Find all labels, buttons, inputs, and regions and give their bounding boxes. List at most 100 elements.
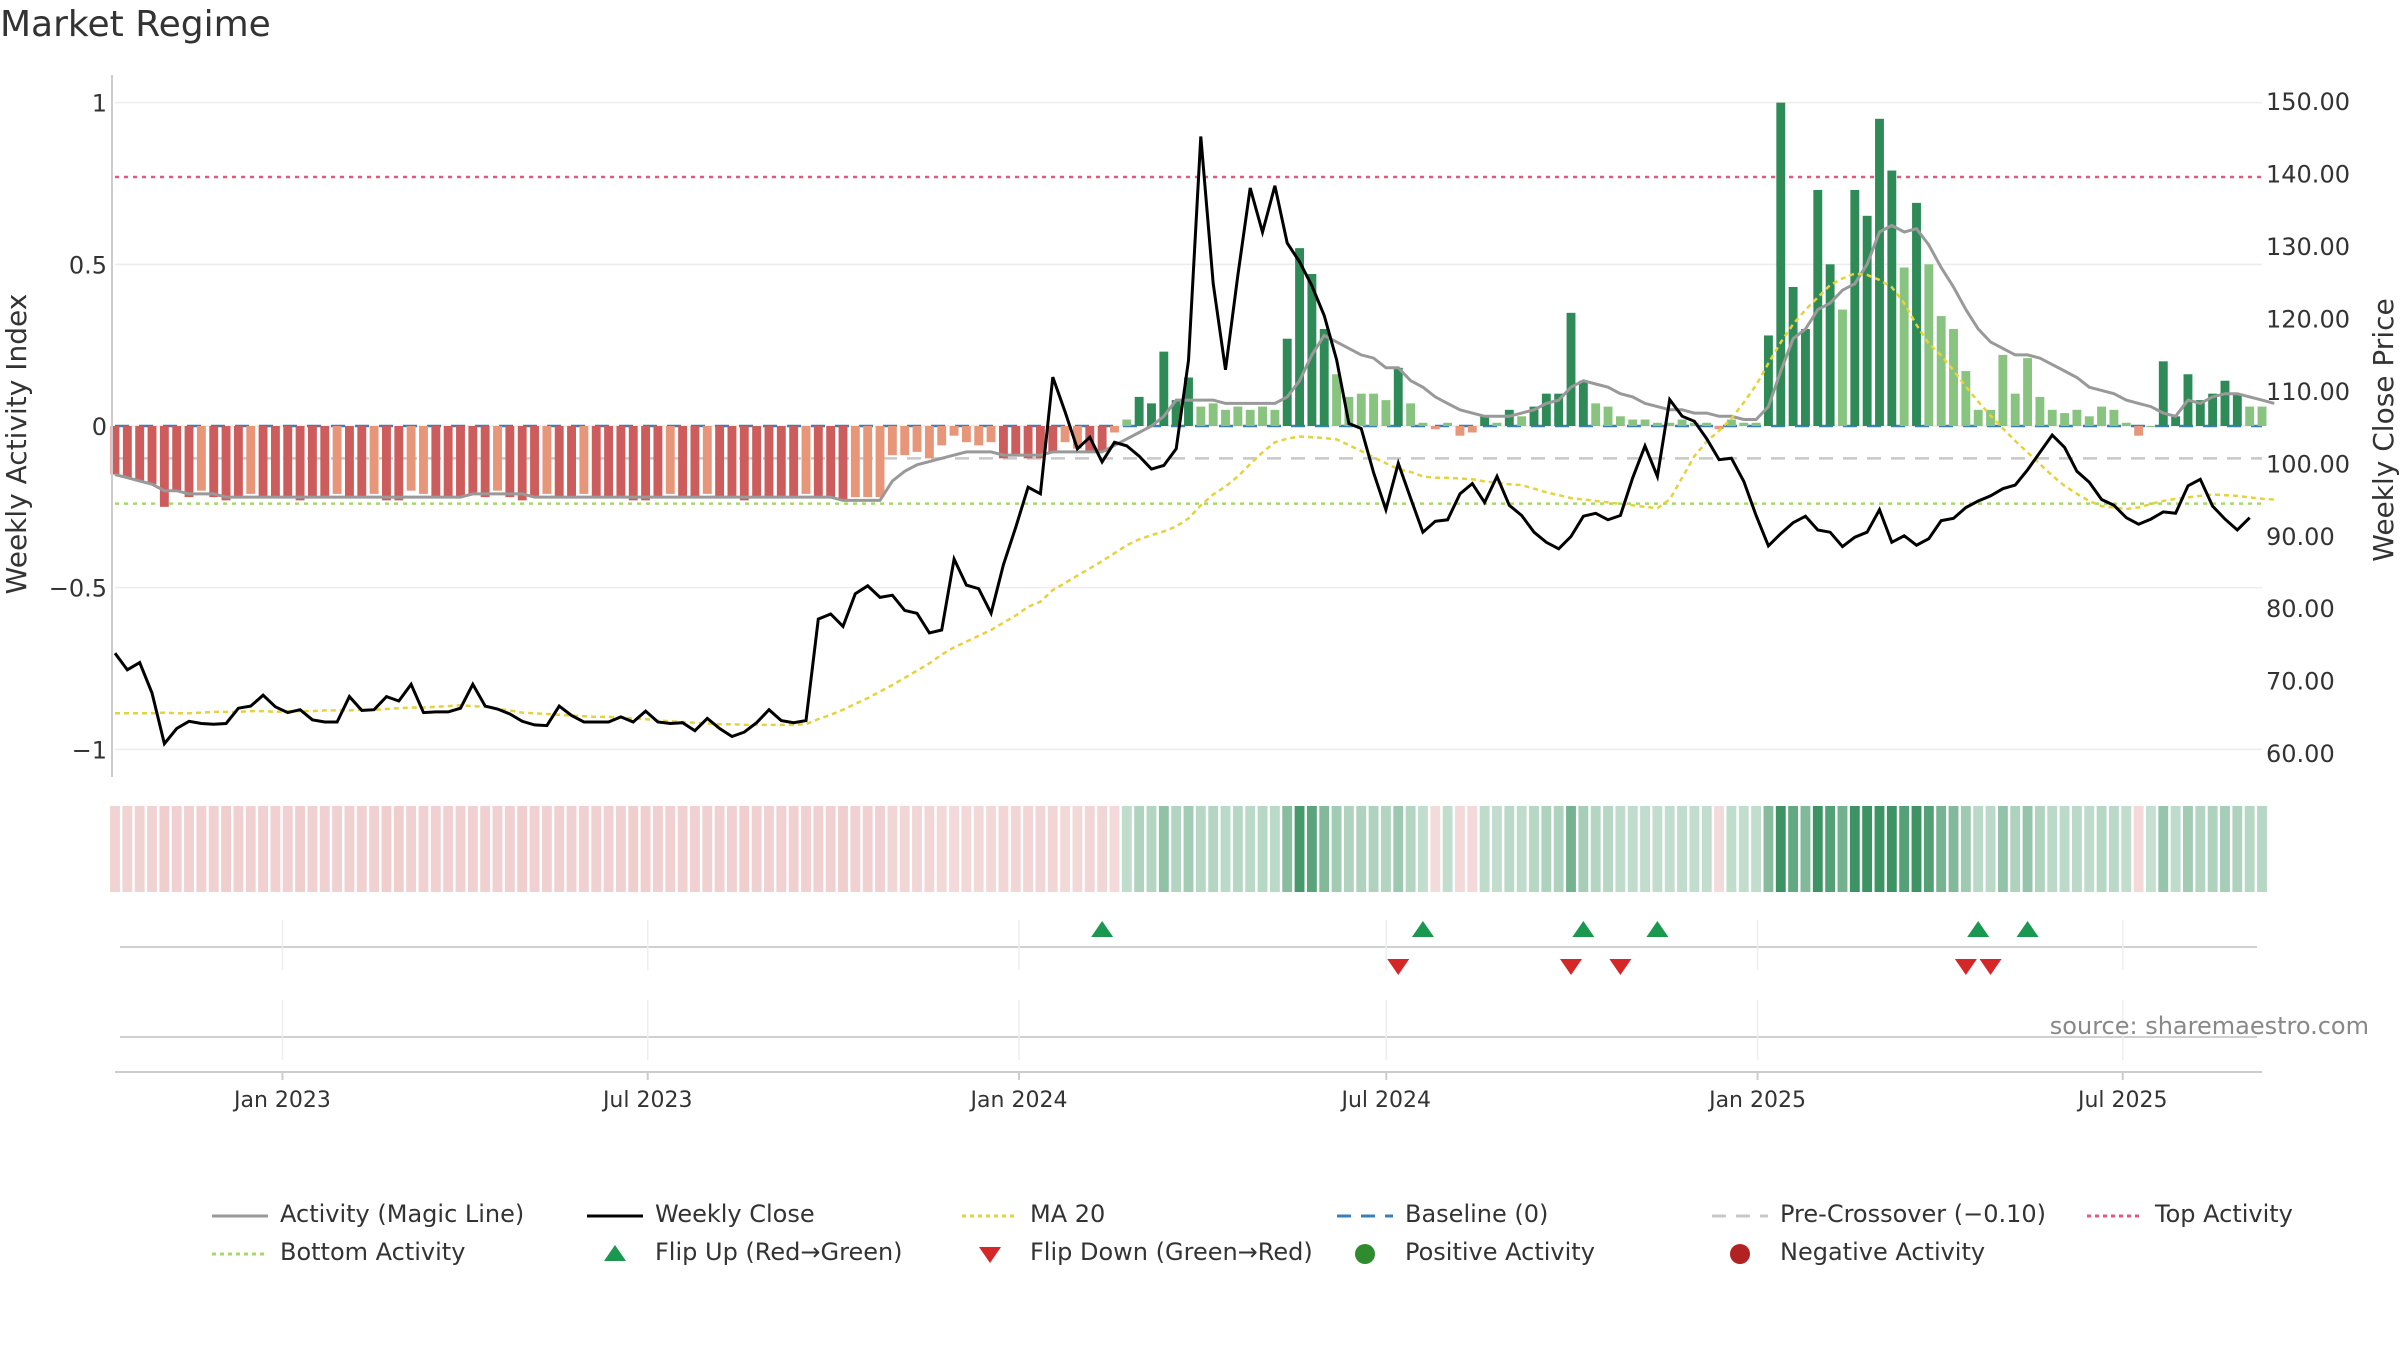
heat-cell	[1331, 806, 1342, 892]
heat-cell	[1035, 806, 1046, 892]
activity-bar	[2109, 409, 2119, 426]
heat-cell	[739, 806, 750, 892]
activity-bar	[1122, 419, 1132, 426]
activity-bar	[1356, 393, 1366, 426]
activity-bar	[320, 426, 330, 498]
flip-down-marker	[1387, 959, 1410, 975]
activity-bar	[1998, 354, 2008, 426]
activity-bar	[764, 426, 774, 498]
activity-bar	[1048, 426, 1058, 452]
activity-bar	[542, 426, 552, 494]
weekly-close-series	[113, 136, 2251, 747]
activity-bar	[1245, 409, 1255, 426]
legend-swatch	[587, 1214, 643, 1218]
activity-bar	[233, 426, 243, 498]
activity-bar	[1615, 416, 1625, 426]
heat-cell	[801, 806, 811, 892]
heat-cell	[677, 806, 688, 892]
heat-cell	[1997, 806, 2008, 892]
activity-bar	[1912, 202, 1921, 426]
activity-bar	[1011, 426, 1021, 456]
heat-cell	[1257, 806, 1268, 892]
activity-bar	[1480, 416, 1490, 426]
y-right-tick-label: 100.00	[2266, 450, 2350, 478]
heat-cell	[1368, 806, 1379, 892]
flip-up-marker	[1411, 921, 1434, 937]
activity-bar	[1171, 400, 1181, 426]
activity-bar	[2035, 396, 2045, 426]
activity-bar	[1147, 403, 1156, 426]
heat-cell	[233, 806, 244, 892]
legend-label: Flip Up (Red→Green)	[655, 1238, 903, 1266]
heat-cell	[2220, 806, 2230, 892]
activity-bars	[110, 102, 2267, 507]
heat-cell	[159, 806, 170, 892]
regime-heat-strip	[110, 806, 2267, 892]
heat-cell	[936, 806, 947, 892]
heat-cell	[1171, 806, 1182, 892]
heat-cell	[455, 806, 466, 892]
heat-cell	[2084, 806, 2095, 892]
heat-cell	[1504, 806, 1515, 892]
activity-bar	[1097, 426, 1107, 452]
activity-bar	[2171, 416, 2181, 426]
activity-bar	[1369, 393, 1379, 426]
activity-bar	[579, 426, 589, 494]
magic-line-series	[114, 223, 2275, 502]
heat-cell	[690, 806, 700, 892]
activity-bar	[221, 426, 231, 501]
heat-cell	[813, 806, 824, 892]
heat-cell	[875, 806, 885, 892]
x-tick-label: Jan 2025	[1707, 1088, 1806, 1113]
activity-bar	[1504, 409, 1514, 426]
y-left-tick-label: 0.5	[69, 251, 107, 279]
activity-bar	[1714, 426, 1724, 430]
heat-cell	[319, 806, 330, 892]
heat-cell	[702, 806, 713, 892]
activity-bar	[1591, 403, 1601, 426]
activity-bar	[1702, 422, 1712, 426]
activity-bar	[838, 426, 848, 501]
heat-cell	[1269, 806, 1280, 892]
activity-bar	[875, 426, 885, 498]
activity-bar	[431, 426, 441, 498]
heat-cell	[1023, 806, 1034, 892]
activity-bar	[1825, 264, 1835, 426]
heat-cell	[850, 806, 861, 892]
heat-cell	[1405, 806, 1416, 892]
activity-bar	[283, 426, 293, 498]
legend-swatch	[1712, 1214, 1768, 1218]
activity-bar	[1023, 426, 1033, 459]
activity-bar	[813, 426, 823, 498]
legend-label: Flip Down (Green→Red)	[1030, 1238, 1313, 1266]
y-left-tick-label: 0	[92, 413, 107, 441]
activity-bar	[2257, 406, 2267, 426]
legend-swatch	[604, 1245, 626, 1261]
heat-cell	[1812, 806, 1823, 892]
heat-cell	[1158, 806, 1169, 892]
heat-cell	[270, 806, 281, 892]
axes: 1 0.5 0 −0.5 −1 150.00 140.00 130.00 120.00 110.0…	[49, 75, 2350, 777]
heat-cell	[2244, 806, 2255, 892]
activity-bar	[554, 426, 564, 498]
legend-label: Weekly Close	[655, 1200, 815, 1228]
heat-cell	[1343, 806, 1354, 892]
activity-bar	[1776, 102, 1786, 427]
heat-cell	[714, 806, 725, 892]
y-right-tick-label: 150.00	[2266, 88, 2350, 116]
y-right-tick-label: 70.00	[2266, 668, 2335, 696]
activity-bar	[270, 426, 280, 498]
activity-bar	[1541, 393, 1551, 426]
heat-cell	[1664, 806, 1675, 892]
heat-cell	[1751, 806, 1762, 892]
heat-cell	[1442, 806, 1453, 892]
heat-cell	[1208, 806, 1219, 892]
heat-cell	[517, 806, 528, 892]
flip-up-marker	[2016, 921, 2039, 937]
activity-bar	[850, 426, 860, 498]
activity-bar	[246, 426, 256, 494]
heat-cell	[2096, 806, 2107, 892]
heat-cell	[1232, 806, 1243, 892]
activity-bar	[900, 426, 910, 456]
activity-bar	[1159, 351, 1169, 426]
